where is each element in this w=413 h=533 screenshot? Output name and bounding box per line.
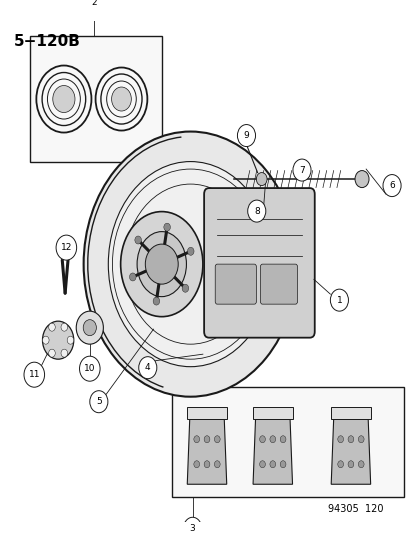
Circle shape [214, 435, 220, 443]
Circle shape [53, 85, 75, 112]
Text: 3: 3 [189, 524, 195, 533]
Text: 9: 9 [243, 131, 249, 140]
Circle shape [43, 321, 74, 359]
Circle shape [280, 435, 285, 443]
Circle shape [358, 435, 363, 443]
Bar [172, 387, 404, 497]
Text: 5−120B: 5−120B [14, 34, 81, 49]
Text: 2: 2 [91, 0, 97, 7]
Circle shape [153, 297, 159, 305]
Text: 6: 6 [388, 181, 394, 190]
Circle shape [214, 461, 220, 468]
FancyBboxPatch shape [215, 264, 256, 304]
Circle shape [43, 336, 49, 344]
Ellipse shape [137, 232, 186, 297]
Polygon shape [252, 419, 292, 484]
Circle shape [280, 461, 285, 468]
Circle shape [204, 461, 209, 468]
Circle shape [49, 323, 55, 331]
Circle shape [247, 200, 265, 222]
Circle shape [67, 336, 74, 344]
Bar [252, 407, 292, 419]
Text: 8: 8 [253, 207, 259, 215]
Circle shape [183, 517, 201, 533]
Circle shape [354, 171, 368, 188]
Bar [187, 407, 226, 419]
Circle shape [337, 435, 343, 443]
Circle shape [256, 173, 266, 185]
Circle shape [182, 284, 188, 292]
Circle shape [269, 435, 275, 443]
Circle shape [49, 349, 55, 357]
Circle shape [193, 461, 199, 468]
Circle shape [79, 356, 100, 381]
Circle shape [204, 435, 209, 443]
Text: 4: 4 [145, 363, 150, 372]
Circle shape [83, 320, 96, 336]
Text: 94305  120: 94305 120 [328, 504, 383, 514]
FancyBboxPatch shape [204, 188, 314, 338]
Circle shape [61, 323, 67, 331]
Polygon shape [330, 419, 370, 484]
Text: 1: 1 [336, 296, 342, 305]
Circle shape [237, 125, 255, 147]
Circle shape [337, 461, 343, 468]
Circle shape [382, 175, 400, 197]
Circle shape [330, 289, 348, 311]
Circle shape [129, 273, 136, 281]
Circle shape [135, 236, 141, 244]
Bar [30, 36, 161, 161]
Text: 11: 11 [28, 370, 40, 379]
Circle shape [347, 461, 353, 468]
Ellipse shape [120, 212, 202, 317]
Circle shape [90, 391, 108, 413]
Circle shape [292, 159, 310, 181]
Ellipse shape [83, 132, 297, 397]
Circle shape [164, 223, 170, 231]
Circle shape [85, 0, 103, 13]
FancyBboxPatch shape [260, 264, 297, 304]
Polygon shape [187, 419, 226, 484]
Text: 12: 12 [61, 243, 72, 252]
Circle shape [76, 311, 103, 344]
Circle shape [269, 461, 275, 468]
Circle shape [259, 461, 265, 468]
Circle shape [358, 461, 363, 468]
Bar [330, 407, 370, 419]
Circle shape [347, 435, 353, 443]
Text: 7: 7 [299, 166, 304, 175]
Circle shape [112, 87, 131, 111]
Ellipse shape [108, 161, 272, 367]
Circle shape [187, 247, 194, 255]
Circle shape [61, 349, 67, 357]
Circle shape [24, 362, 45, 387]
Circle shape [145, 244, 178, 284]
Text: 10: 10 [84, 364, 95, 373]
Circle shape [259, 435, 265, 443]
Circle shape [138, 357, 157, 378]
Circle shape [193, 435, 199, 443]
Text: 5: 5 [96, 397, 102, 406]
Circle shape [56, 235, 76, 260]
